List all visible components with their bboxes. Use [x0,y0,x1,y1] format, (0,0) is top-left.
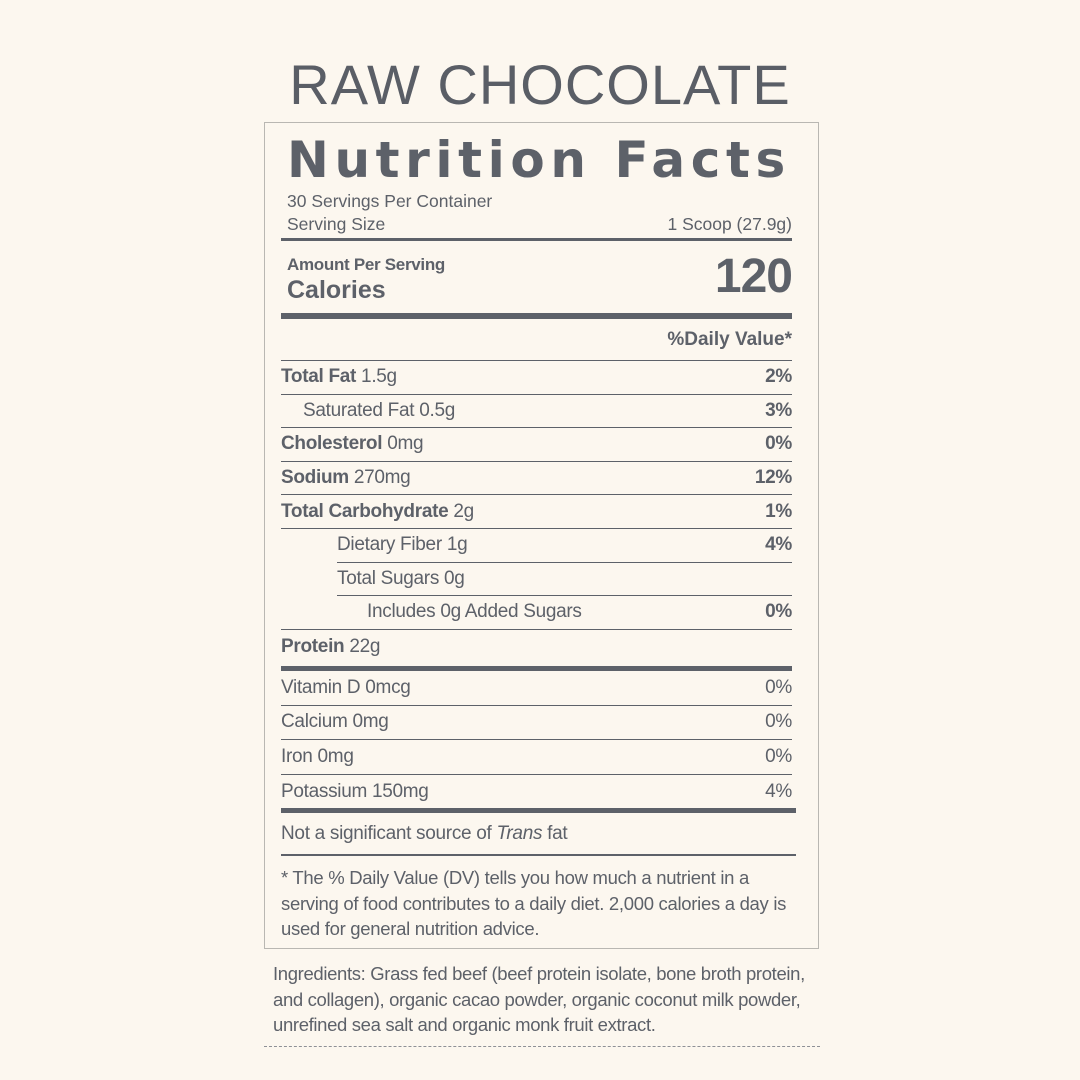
servings-per-container: 30 Servings Per Container [287,191,493,211]
vitamin-row: Iron 0mg 0% [281,740,792,775]
nutrient-name: Protein [281,635,345,657]
thick-divider [281,666,792,671]
trans-suffix: fat [542,823,568,844]
bottom-divider [264,1046,820,1047]
vitamin-name: Iron 0mg [281,745,354,767]
amount-per-serving: Amount Per Serving [287,255,446,274]
nutrient-name: Cholesterol [281,433,383,455]
vitamin-name: Vitamin D 0mcg [281,676,411,698]
nutrient-name: Saturated Fat [303,399,415,421]
nutrient-dv: 1% [765,500,792,522]
nutrient-name: Total Sugars [337,567,440,589]
thick-divider [281,313,792,319]
nutrient-name: Total Fat [281,366,357,388]
serving-size-row: Serving Size 1 Scoop (27.9g) [287,214,792,235]
nutrient-dv: 4% [765,534,792,556]
vitamin-row: Vitamin D 0mcg 0% [281,671,792,706]
ingredients: Ingredients: Grass fed beef (beef protei… [273,963,805,1035]
vitamin-row: Calcium 0mg 0% [281,706,792,740]
nutrient-row-sodium: Sodium 270mg 12% [281,462,792,496]
serving-size-value: 1 Scoop (27.9g) [667,214,792,234]
nutrient-name: Sodium [281,467,349,489]
vitamin-dv: 0% [765,676,792,698]
nutrient-dv: 2% [765,366,792,388]
vitamin-dv: 0% [765,711,792,733]
daily-value-footnote: * The % Daily Value (DV) tells you how m… [281,867,787,939]
vitamin-name: Calcium 0mg [281,711,389,733]
nutrient-amount: 1g [446,534,468,556]
nutrient-row-dietary-fiber: Dietary Fiber 1g 4% [337,529,792,563]
nutrient-dv: 3% [765,399,792,421]
nutrient-name: Includes 0g Added Sugars [367,601,582,623]
nutrition-facts-label: Nutrition Facts 30 Servings Per Containe… [264,122,819,949]
vitamin-name: Potassium 150mg [281,780,429,802]
nutrient-name: Total Carbohydrate [281,500,449,522]
trans-italic: Trans [496,823,543,844]
nutrient-row-protein: Protein 22g [281,630,792,664]
nutrient-dv: 0% [765,601,792,623]
nutrient-dv: 0% [765,433,792,455]
vitamin-dv: 0% [765,745,792,767]
nutrient-amount: 270mg [353,467,411,489]
label-heading: Nutrition Facts [287,131,791,189]
nutrient-list: Total Fat 1.5g 2% Saturated Fat 0.5g 3% Ch… [281,361,792,663]
nutrient-amount: 0g [444,567,465,589]
nutrient-row-saturated-fat: Saturated Fat 0.5g 3% [281,395,792,429]
divider [281,854,796,856]
calories-value: 120 [714,250,793,303]
vitamin-list: Vitamin D 0mcg 0% Calcium 0mg 0% Iron 0mg 0… [281,671,792,809]
nutrient-name: Dietary Fiber [337,534,442,556]
serving-size-label: Serving Size [287,214,386,234]
thick-divider [281,808,796,813]
trans-fat-note: Not a significant source of Trans fat [281,823,568,845]
nutrient-amount: 0mg [387,433,424,455]
nutrient-row-total-carbohydrate: Total Carbohydrate 2g 1% [281,495,792,529]
divider [281,360,792,362]
nutrient-amount: 1.5g [361,366,397,388]
calories-label: Calories [287,276,386,304]
nutrient-amount: 2g [453,500,474,522]
daily-value-header: %Daily Value* [667,329,792,350]
trans-prefix: Not a significant source of [281,823,497,844]
nutrient-amount: 22g [349,635,381,657]
divider [281,238,792,241]
nutrient-row-cholesterol: Cholesterol 0mg 0% [281,428,792,462]
nutrient-row-added-sugars: Includes 0g Added Sugars 0% [281,596,792,630]
nutrient-row-total-fat: Total Fat 1.5g 2% [281,361,792,395]
nutrient-dv: 12% [754,467,792,489]
vitamin-dv: 4% [765,780,792,802]
nutrient-row-total-sugars: Total Sugars 0g [337,563,792,597]
product-title: RAW CHOCOLATE [289,53,791,116]
nutrient-amount: 0.5g [419,399,455,421]
vitamin-row: Potassium 150mg 4% [281,775,792,810]
